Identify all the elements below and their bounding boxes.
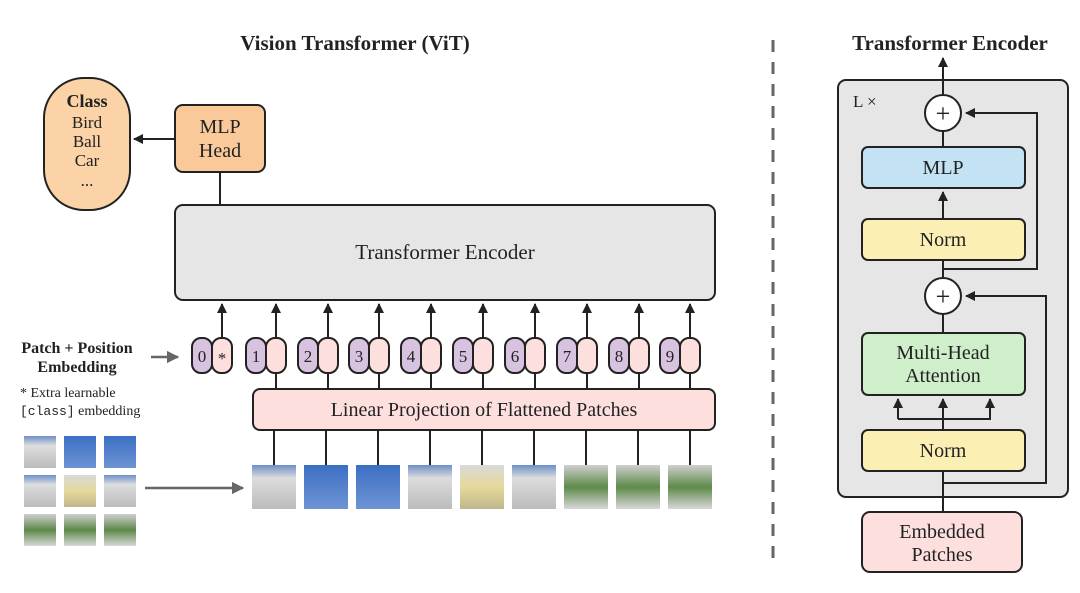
token-index: 6 (511, 347, 520, 366)
mlp-box (861, 146, 1026, 189)
residual-1 (943, 291, 1047, 484)
token-index: 1 (252, 347, 261, 366)
attention-box (861, 332, 1026, 396)
token-pair: 3 (348, 303, 390, 389)
projection-label: Linear Projection of Flattened Patches (331, 399, 638, 421)
class-output-box (43, 77, 131, 211)
embedding-label: Embedding (37, 359, 116, 376)
token-pair: 8 (608, 303, 650, 389)
grid-patch (24, 514, 56, 546)
image-patch (668, 465, 712, 509)
token-pair: 0 * (191, 303, 233, 374)
image-patch (512, 465, 556, 509)
grid-patch (64, 436, 96, 468)
grid-patch (104, 475, 136, 507)
image-patch (356, 465, 400, 509)
token-pair: 4 (400, 303, 442, 389)
patch-row (252, 430, 712, 509)
embedded-label: Embedded (899, 521, 985, 543)
token-pair: 9 (659, 303, 701, 389)
add-circle (924, 94, 962, 132)
class-token-marker: * (218, 349, 227, 368)
plus-icon: + (936, 282, 951, 311)
encoder-detail-title: Transformer Encoder (852, 31, 1048, 55)
grid-patch (24, 436, 56, 468)
norm-label: Norm (920, 440, 967, 462)
norm-box (861, 218, 1026, 261)
patch-embedding (317, 337, 339, 374)
class-title: Class (66, 91, 107, 111)
grid-patch (24, 475, 56, 507)
token-index: 7 (563, 347, 572, 366)
image-patch (616, 465, 660, 509)
patch-embedding (524, 337, 546, 374)
norm-label: Norm (920, 229, 967, 251)
embedded-patches-box (861, 511, 1023, 573)
vit-title: Vision Transformer (ViT) (240, 31, 469, 55)
token-row: 0 * 1 2 3 4 5 6 7 8 9 (191, 303, 701, 389)
class-item: Ball (73, 132, 102, 151)
token-index: 8 (615, 347, 624, 366)
patch-embedding (576, 337, 598, 374)
image-patch-grid (24, 436, 136, 546)
token-pair: 5 (452, 303, 494, 389)
patch-embedding (420, 337, 442, 374)
class-code: [class] (20, 404, 75, 419)
patch-embedding (368, 337, 390, 374)
image-patch (408, 465, 452, 509)
transformer-encoder-box (174, 204, 716, 301)
mlp-label: MLP (922, 157, 963, 179)
grid-patch (104, 514, 136, 546)
image-patch (460, 465, 504, 509)
residual-2 (943, 108, 1038, 270)
patch-embedding (628, 337, 650, 374)
embedding-label: Patch + Position (21, 340, 132, 357)
attention-label: Multi-Head (896, 342, 989, 364)
grid-patch (104, 436, 136, 468)
token-pair: 7 (556, 303, 598, 389)
patch-embedding (472, 337, 494, 374)
plus-icon: + (936, 99, 951, 128)
linear-projection-box (252, 388, 716, 431)
patch-embedding (265, 337, 287, 374)
footnote-line1: * Extra learnable (20, 386, 116, 401)
class-item: ... (81, 171, 94, 190)
embedded-label: Patches (911, 544, 972, 566)
repeat-label: L × (853, 92, 877, 111)
grid-patch (64, 475, 96, 507)
attention-label: Attention (905, 365, 981, 387)
token-pair: 1 (245, 303, 287, 389)
encoder-label: Transformer Encoder (355, 240, 534, 264)
mlp-head-label: MLP (199, 116, 240, 138)
token-index: 4 (407, 347, 416, 366)
class-item: Car (75, 151, 100, 170)
mlp-head-label: Head (199, 140, 241, 162)
norm-box (861, 429, 1026, 472)
patch-embedding (679, 337, 701, 374)
token-index: 2 (304, 347, 313, 366)
token-pair: 2 (297, 303, 339, 389)
token-index: 5 (459, 347, 468, 366)
add-circle (924, 277, 962, 315)
grid-patch (64, 514, 96, 546)
footnote-rest: embedding (75, 404, 141, 419)
class-item: Bird (72, 113, 103, 132)
token-index: 0 (198, 347, 207, 366)
token-pair: 6 (504, 303, 546, 389)
image-patch (304, 465, 348, 509)
footnote-line2: [class] embedding (20, 404, 140, 419)
image-patch (564, 465, 608, 509)
token-index: 3 (355, 347, 364, 366)
image-patch (252, 465, 296, 509)
token-index: 9 (666, 347, 675, 366)
